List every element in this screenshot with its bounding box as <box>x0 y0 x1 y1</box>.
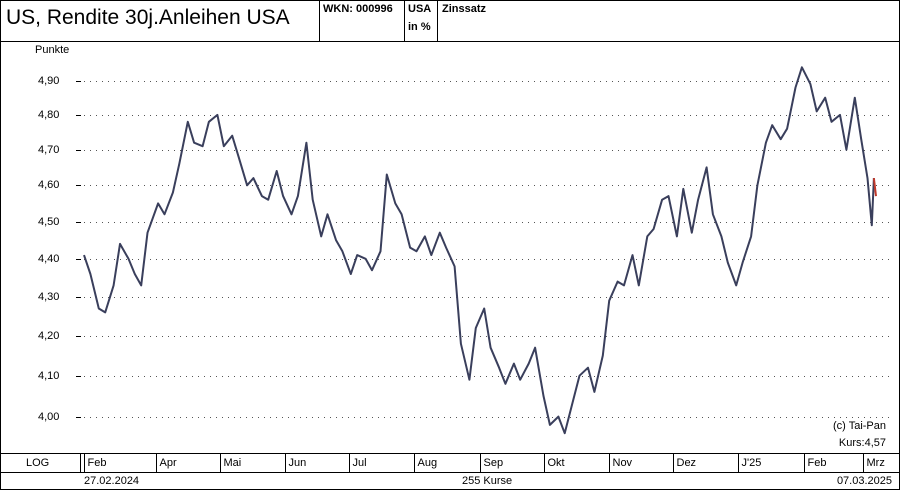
footer-left-divider <box>80 453 81 472</box>
y-tick-label: 4,50 <box>38 215 60 228</box>
y-tick-label: 4,30 <box>38 290 60 303</box>
y-tick-label: 4,00 <box>38 410 60 423</box>
x-tick-label: Aug <box>417 457 438 469</box>
title-cell: US, Rendite 30j.Anleihen USA <box>0 0 320 41</box>
scale-mode-label: LOG <box>26 457 50 469</box>
x-tick-label: Mrz <box>866 457 885 469</box>
end-date: 07.03.2025 <box>836 475 892 487</box>
last-price-note: Kurs:4,57 <box>838 437 886 449</box>
x-tick-label: Jun <box>288 457 307 469</box>
x-tick-label: Okt <box>547 457 565 469</box>
last-segment <box>872 177 877 197</box>
y-tick-label: 4,20 <box>38 329 60 342</box>
wkn-cell: WKN: 000996 <box>320 0 405 41</box>
y-tick-label: 4,80 <box>38 108 60 121</box>
country-cell: USA in % <box>405 0 438 41</box>
y-axis-label: Punkte <box>35 44 70 56</box>
x-tick-label: Mai <box>223 457 242 469</box>
start-date: 27.02.2024 <box>84 475 140 487</box>
category-label: Zinssatz <box>442 3 487 15</box>
y-tick-label: 4,70 <box>38 143 60 156</box>
x-tick-label: J'25 <box>741 457 762 469</box>
x-tick-label: Jul <box>352 457 367 469</box>
wkn-label: WKN: 000996 <box>323 3 393 15</box>
y-tick-label: 4,40 <box>38 252 60 265</box>
x-tick-label: Feb <box>807 457 827 469</box>
quote-count: 255 Kurse <box>462 475 513 487</box>
x-tick-label: Sep <box>483 457 504 469</box>
footer-divider-top <box>0 453 900 454</box>
y-tick-label: 4,60 <box>38 178 60 191</box>
x-tick-label: Nov <box>612 457 633 469</box>
x-tick-label: Apr <box>159 457 177 469</box>
x-tick-label: Dez <box>676 457 697 469</box>
footer-divider-mid <box>0 472 900 473</box>
x-tick-label: Feb <box>87 457 107 469</box>
unit-label: in % <box>408 21 431 33</box>
series-line <box>83 66 875 435</box>
y-tick-label: 4,10 <box>38 369 60 382</box>
header-bar <box>0 0 900 42</box>
y-tick-label: 4,90 <box>38 74 60 87</box>
country-label: USA <box>408 3 432 15</box>
copyright-note: (c) Tai-Pan <box>833 420 886 432</box>
chart-title: US, Rendite 30j.Anleihen USA <box>6 6 290 29</box>
